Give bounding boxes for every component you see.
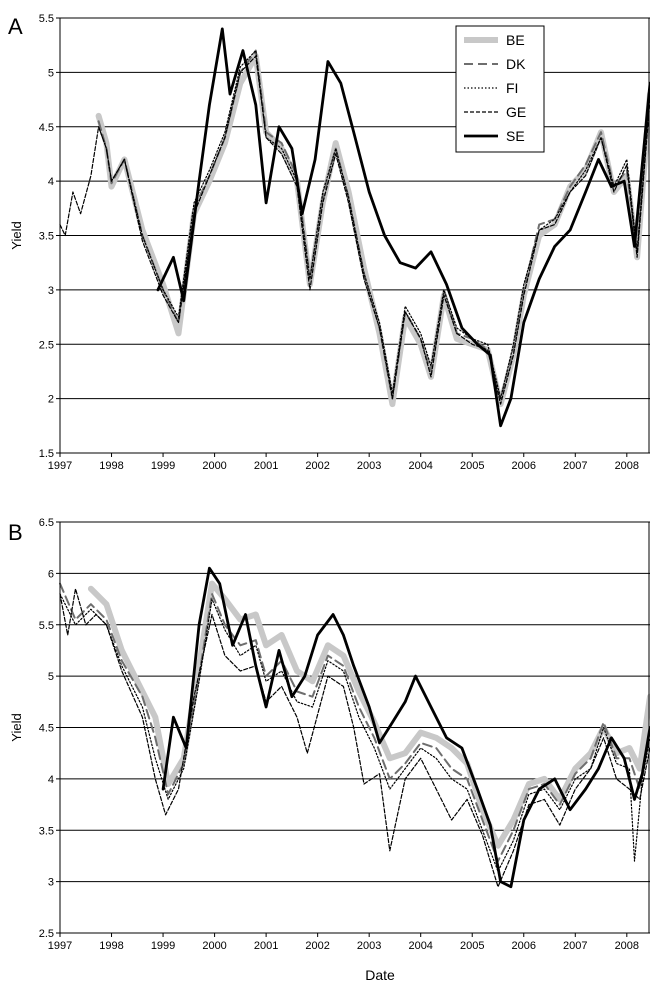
y-tick-label: 5.5 [39, 620, 54, 632]
y-tick-label: 4 [48, 774, 54, 786]
y-tick-label: 5 [48, 671, 54, 683]
y-tick-label: 6.5 [39, 517, 54, 529]
legend-label: SE [506, 128, 525, 144]
plot-frame [59, 521, 650, 934]
x-tick-label: 1998 [99, 460, 123, 472]
panel-label: A [8, 14, 23, 39]
x-tick-label: 1999 [151, 940, 175, 952]
y-tick-label: 4.5 [39, 122, 54, 134]
panel-label: B [8, 520, 23, 545]
series-line-ge [59, 588, 650, 888]
x-tick-label: 2003 [357, 940, 381, 952]
y-tick-label: 3 [48, 285, 54, 297]
legend-label: FI [506, 80, 518, 96]
x-tick-label: 2004 [408, 460, 432, 472]
x-tick-label: 2003 [357, 460, 381, 472]
y-tick-label: 6 [48, 568, 54, 580]
series-line-be [95, 53, 650, 408]
y-tick-label: 2.5 [39, 928, 54, 940]
x-tick-label: 2006 [512, 460, 536, 472]
x-tick-label: 2008 [615, 460, 639, 472]
x-tick-label: 2006 [512, 940, 536, 952]
y-tick-label: 4.5 [39, 723, 54, 735]
x-tick-label: 1997 [48, 940, 72, 952]
x-tick-label: 2007 [563, 940, 587, 952]
x-tick-label: 2007 [563, 460, 587, 472]
legend-label: GE [506, 104, 526, 120]
x-tick-label: 2000 [202, 460, 226, 472]
series-line-ge [59, 55, 650, 405]
y-axis-label: Yield [9, 221, 24, 249]
legend-label: BE [506, 32, 525, 48]
y-axis-label: Yield [9, 713, 24, 741]
x-tick-label: 2005 [460, 460, 484, 472]
series-line-fi [59, 593, 650, 873]
x-tick-label: 2001 [254, 940, 278, 952]
legend-label: DK [506, 56, 526, 72]
x-tick-label: 1998 [99, 940, 123, 952]
y-tick-label: 3.5 [39, 231, 54, 243]
shared-x-axis-label: Date [365, 967, 395, 983]
legend-box [455, 25, 545, 153]
x-tick-label: 2008 [615, 940, 639, 952]
x-tick-label: 2001 [254, 460, 278, 472]
series-line-fi [97, 49, 650, 400]
x-tick-label: 2004 [408, 940, 432, 952]
y-tick-label: 2 [48, 394, 54, 406]
plot-frame [59, 17, 650, 454]
x-tick-label: 1997 [48, 460, 72, 472]
chart-panel-a: A 1.5 2 2.5 3 3.5 4 4.5 5 5.5 1997 1998 1999 2000 2001… [8, 13, 650, 472]
x-tick-label: 1999 [151, 460, 175, 472]
x-tick-label: 2000 [202, 940, 226, 952]
y-tick-label: 2.5 [39, 339, 54, 351]
series-line-dk [97, 49, 650, 400]
series-line-se [161, 566, 650, 889]
y-tick-label: 4 [48, 176, 54, 188]
y-tick-label: 5.5 [39, 13, 54, 25]
y-tick-label: 5 [48, 67, 54, 79]
x-tick-label: 2005 [460, 940, 484, 952]
series-line-se [156, 27, 650, 428]
x-tick-label: 2002 [305, 460, 329, 472]
y-tick-label: 1.5 [39, 448, 54, 460]
y-tick-label: 3.5 [39, 825, 54, 837]
chart-panel-b: B 2.5 3 3.5 4 4.5 5 5.5 6 6.5 1997 1998 1999 2000 2001… [8, 517, 650, 952]
y-tick-label: 3 [48, 877, 54, 889]
x-tick-label: 2002 [305, 940, 329, 952]
